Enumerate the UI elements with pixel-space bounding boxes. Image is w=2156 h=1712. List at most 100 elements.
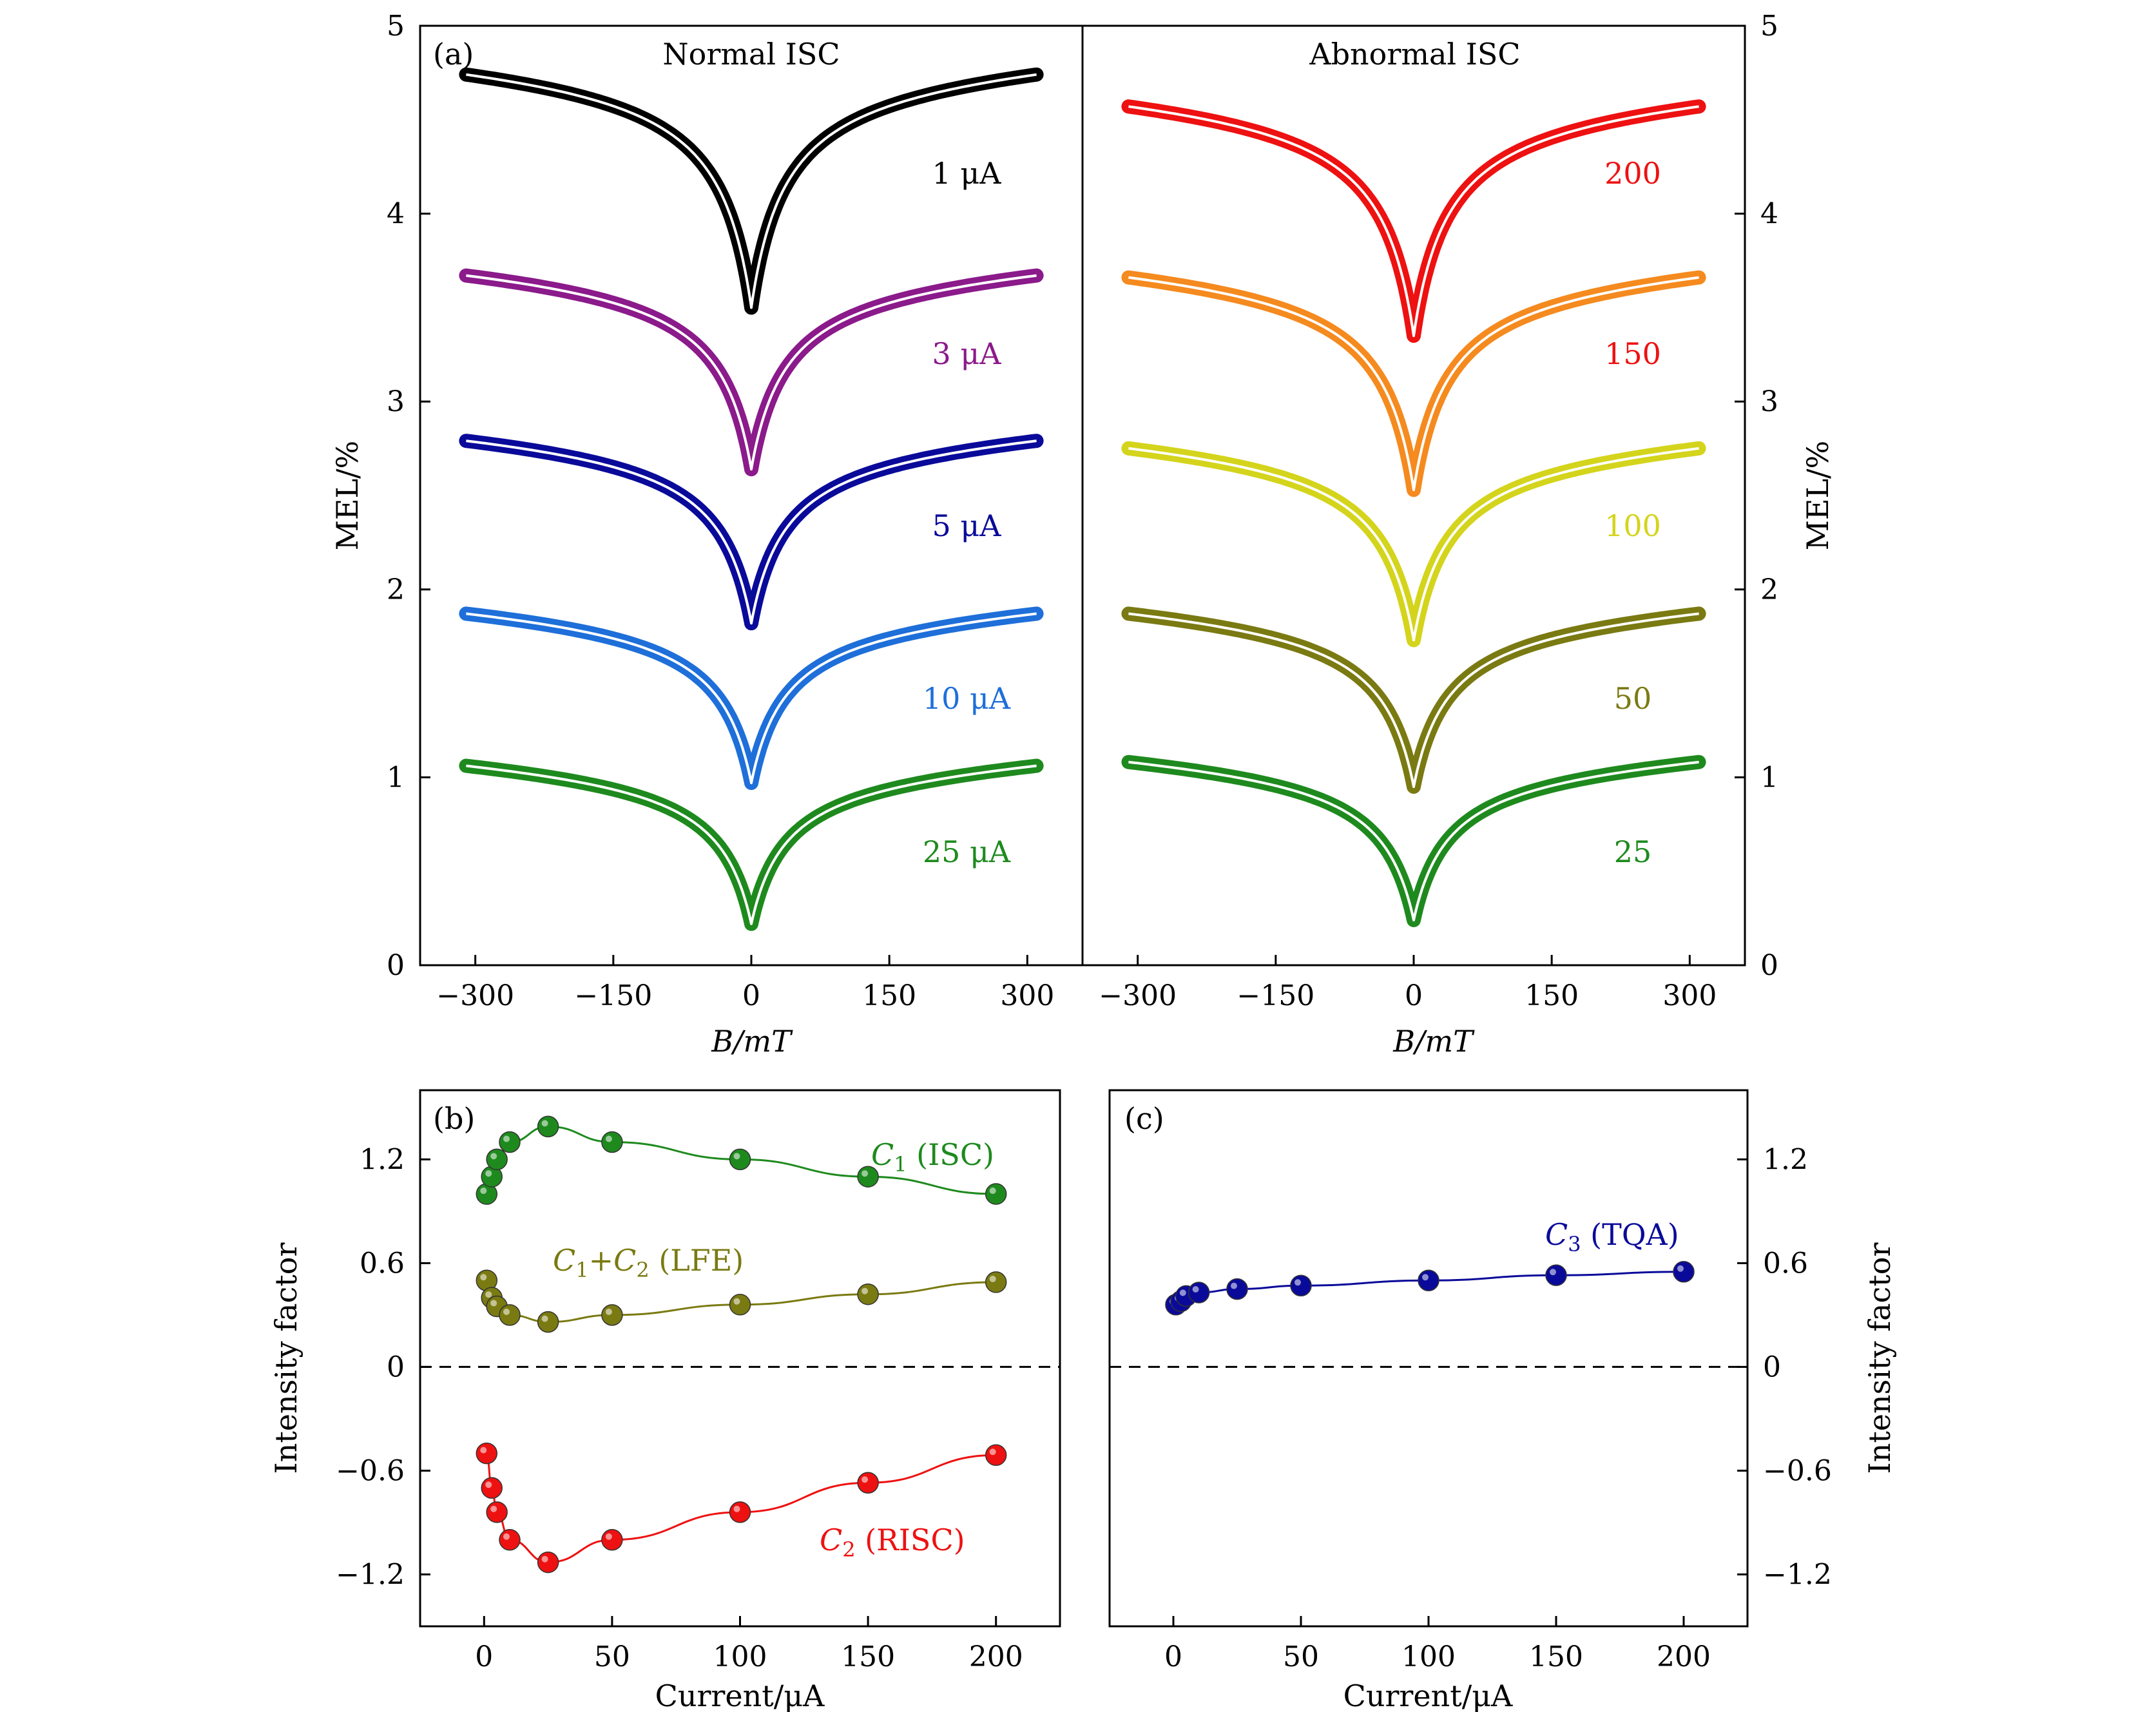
- data-point-highlight: [605, 1308, 612, 1315]
- xticklabel: 150: [841, 1640, 895, 1673]
- data-point: [486, 1501, 508, 1523]
- data-point-highlight: [480, 1188, 487, 1195]
- data-point-highlight: [1192, 1286, 1199, 1293]
- panel-c-label: (c): [1124, 1101, 1164, 1136]
- panel-b-ticks: 0 50 100 150 200 −1.2 −0.6 0 0.6 1.2: [336, 1143, 1023, 1673]
- panel-b: (b) Intensity factor Current/μA 0 50 100 15…: [269, 1089, 1061, 1712]
- data-point: [729, 1148, 751, 1171]
- panel-a-label: (a): [433, 37, 474, 72]
- a-xticklabel: −300: [1099, 979, 1177, 1012]
- data-point-highlight: [989, 1188, 996, 1195]
- series-label-c3: C3 (TQA): [1545, 1217, 1679, 1256]
- data-point-highlight: [605, 1533, 612, 1540]
- a-xticklabel: −150: [574, 979, 652, 1012]
- data-point-highlight: [541, 1120, 548, 1127]
- data-point-highlight: [861, 1287, 869, 1294]
- panel-a-ticks: 0 0 1 1 2 2 3 3 4 4 5 5 −300 −150 0 150 300 −300 −150 0 150 3…: [387, 10, 1778, 1012]
- yticklabel: −0.6: [336, 1454, 405, 1487]
- series-label-c1: C1 (ISC): [871, 1137, 994, 1177]
- yticklabel: 0.6: [360, 1247, 405, 1280]
- mel-fit-line: [466, 274, 1037, 471]
- a-yticklabel-left: 4: [387, 198, 405, 231]
- data-point-highlight: [733, 1505, 740, 1512]
- mel-curve-label: 100: [1604, 508, 1661, 543]
- data-point: [499, 1131, 521, 1153]
- a-yticklabel-left: 0: [387, 949, 405, 982]
- mel-fit-line: [1128, 447, 1699, 642]
- mel-curve-label: 10 μA: [923, 681, 1011, 716]
- panel-a-xlabel-right: B/mT: [1392, 1024, 1475, 1059]
- data-point: [499, 1304, 521, 1326]
- yticklabel: −1.2: [336, 1558, 405, 1591]
- data-point: [537, 1115, 559, 1138]
- data-point-highlight: [1231, 1282, 1237, 1289]
- data-point-highlight: [490, 1505, 497, 1512]
- mel-curve-label: 200: [1604, 156, 1661, 191]
- panel-a: (a) Normal ISC Abnormal ISC MEL/% MEL/% …: [330, 10, 1835, 1059]
- mel-curve-label: 50: [1614, 681, 1652, 716]
- a-yticklabel-left: 1: [387, 761, 405, 794]
- data-point-highlight: [1295, 1279, 1301, 1286]
- mel-fit-line: [466, 73, 1037, 309]
- a-xticklabel: 150: [1525, 979, 1579, 1012]
- data-point-highlight: [503, 1135, 510, 1142]
- series-label-c1c2: C1+C2 (LFE): [553, 1243, 744, 1282]
- mel-fit-line: [1128, 612, 1699, 788]
- data-point-highlight: [480, 1447, 487, 1454]
- a-xticklabel: 0: [742, 979, 760, 1012]
- panel-b-ylabel: Intensity factor: [269, 1243, 303, 1474]
- data-point: [857, 1283, 879, 1305]
- data-point-highlight: [1550, 1269, 1556, 1276]
- a-xticklabel: −150: [1237, 979, 1314, 1012]
- data-point: [985, 1183, 1007, 1205]
- data-point: [1188, 1282, 1210, 1303]
- mel-fit-line: [466, 764, 1037, 925]
- yticklabel: 0: [387, 1351, 405, 1383]
- data-point: [1226, 1278, 1248, 1300]
- a-yticklabel-right: 2: [1760, 573, 1778, 606]
- a-yticklabel-right: 1: [1760, 761, 1778, 794]
- xticklabel: 0: [1164, 1640, 1182, 1673]
- a-xticklabel: 150: [862, 979, 916, 1012]
- data-point-highlight: [861, 1170, 869, 1177]
- yticklabel: 1.2: [360, 1143, 405, 1176]
- data-point-highlight: [485, 1291, 492, 1298]
- panel-a-left-title: Normal ISC: [662, 37, 840, 72]
- data-point: [481, 1477, 503, 1499]
- panel-c-series: C2 (RISC) C3 (TQA): [820, 1217, 1747, 1562]
- panel-b-series: C1 (ISC) C1+C2 (LFE): [420, 1115, 1060, 1573]
- data-point-highlight: [733, 1298, 740, 1305]
- yticklabel: 0.6: [1763, 1247, 1808, 1280]
- xticklabel: 50: [1283, 1640, 1319, 1673]
- a-yticklabel-right: 4: [1760, 198, 1778, 231]
- a-xticklabel: 300: [1662, 979, 1717, 1012]
- data-point: [601, 1304, 623, 1326]
- data-point-highlight: [490, 1153, 497, 1160]
- xticklabel: 100: [713, 1640, 767, 1673]
- data-point-highlight: [861, 1476, 869, 1483]
- data-point: [499, 1529, 521, 1551]
- panel-b-label: (b): [433, 1101, 475, 1136]
- a-yticklabel-right: 0: [1760, 949, 1778, 982]
- mel-fit-line: [1128, 760, 1699, 921]
- a-yticklabel-right: 3: [1760, 385, 1778, 418]
- xticklabel: 200: [1657, 1640, 1711, 1673]
- mel-curve-label: 5 μA: [932, 508, 1001, 543]
- mel-fit-line: [1128, 105, 1699, 338]
- mel-curve-label: 150: [1604, 336, 1661, 371]
- mel-fit-line: [466, 612, 1037, 785]
- panel-a-ylabel-left: MEL/%: [330, 441, 365, 550]
- panel-a-ylabel-right: MEL/%: [1800, 441, 1835, 550]
- mel-fit-line: [466, 439, 1037, 625]
- data-point-highlight: [503, 1533, 510, 1540]
- data-point: [601, 1131, 623, 1153]
- panel-c-xlabel: Current/μA: [1343, 1678, 1514, 1712]
- panel-a-xlabel-left: B/mT: [711, 1024, 793, 1059]
- a-xticklabel: 300: [1000, 979, 1054, 1012]
- data-point: [1290, 1274, 1312, 1297]
- data-point: [857, 1472, 879, 1494]
- data-point-highlight: [989, 1448, 996, 1456]
- yticklabel: −0.6: [1763, 1454, 1832, 1487]
- xticklabel: 50: [594, 1640, 630, 1673]
